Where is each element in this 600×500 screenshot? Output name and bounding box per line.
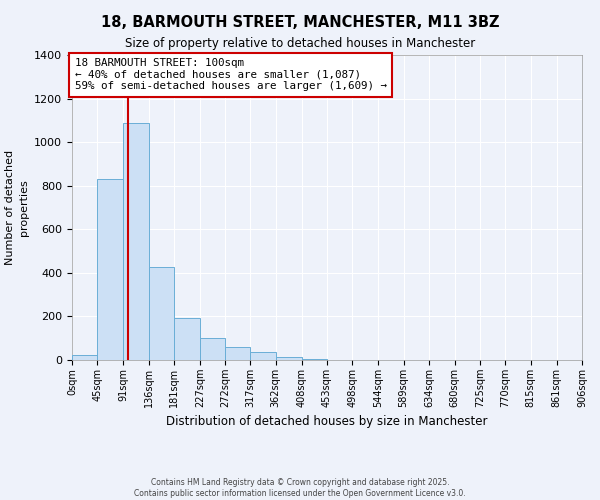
Bar xyxy=(97,179,123,360)
Bar xyxy=(302,359,327,360)
Text: Contains HM Land Registry data © Crown copyright and database right 2025.
Contai: Contains HM Land Registry data © Crown c… xyxy=(134,478,466,498)
Text: Size of property relative to detached houses in Manchester: Size of property relative to detached ho… xyxy=(125,38,475,51)
Bar xyxy=(250,352,276,360)
Bar xyxy=(225,348,250,360)
Bar xyxy=(149,268,174,360)
Bar xyxy=(123,122,149,360)
X-axis label: Distribution of detached houses by size in Manchester: Distribution of detached houses by size … xyxy=(166,416,488,428)
Bar xyxy=(200,338,225,360)
Text: 18, BARMOUTH STREET, MANCHESTER, M11 3BZ: 18, BARMOUTH STREET, MANCHESTER, M11 3BZ xyxy=(101,15,499,30)
Bar xyxy=(72,354,97,360)
Y-axis label: Number of detached
properties: Number of detached properties xyxy=(5,150,29,265)
Bar xyxy=(276,356,302,360)
Bar xyxy=(174,318,200,360)
Text: 18 BARMOUTH STREET: 100sqm
← 40% of detached houses are smaller (1,087)
59% of s: 18 BARMOUTH STREET: 100sqm ← 40% of deta… xyxy=(75,58,387,92)
